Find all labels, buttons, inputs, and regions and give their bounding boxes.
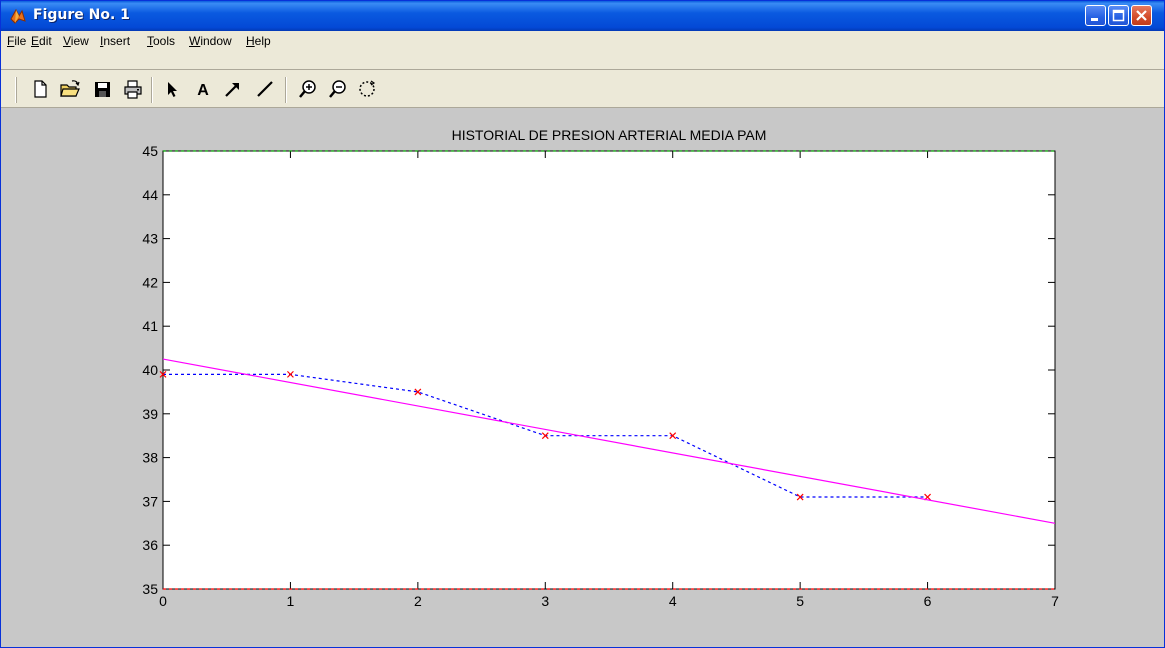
y-tick-label: 41	[142, 318, 158, 334]
y-tick-label: 45	[142, 143, 158, 159]
toolbar-divider	[1, 69, 1164, 70]
axes-background	[162, 150, 1056, 590]
data-point-marker	[159, 370, 167, 378]
close-icon	[1136, 10, 1147, 21]
data-point-marker	[414, 388, 422, 396]
close-button[interactable]	[1131, 5, 1152, 26]
zoom-out-icon[interactable]	[327, 78, 349, 100]
menu-insert[interactable]: Insert	[100, 34, 131, 48]
insert-line-icon[interactable]	[254, 78, 276, 100]
x-tick-label: 6	[924, 593, 932, 609]
y-tick-label: 37	[142, 493, 158, 509]
x-tick-label: 4	[669, 593, 677, 609]
zoom-in-icon[interactable]	[297, 78, 319, 100]
svg-text:A: A	[197, 82, 209, 99]
minimize-icon	[1091, 18, 1098, 21]
x-tick-label: 0	[159, 593, 167, 609]
menu-help[interactable]: Help	[246, 34, 271, 48]
title-bar[interactable]: Figure No. 1	[1, 1, 1164, 31]
window-title: Figure No. 1	[33, 7, 130, 23]
matlab-logo-icon	[10, 8, 26, 24]
x-tick-label: 7	[1051, 593, 1059, 609]
y-tick-label: 38	[142, 450, 158, 466]
toolbar-grip[interactable]	[15, 77, 17, 103]
x-tick-label: 5	[796, 593, 804, 609]
toolbar-separator	[285, 77, 287, 103]
menu-bar: File Edit View Insert Tools Window Help	[1, 31, 1164, 51]
menu-file[interactable]: File	[7, 34, 27, 48]
y-tick-label: 35	[142, 581, 158, 597]
data-point-marker	[796, 493, 804, 501]
x-tick-label: 3	[541, 593, 549, 609]
menu-tools[interactable]: Tools	[147, 34, 176, 48]
save-icon[interactable]	[91, 78, 113, 100]
maximize-icon	[1112, 9, 1125, 22]
y-tick-label: 42	[142, 274, 158, 290]
insert-text-icon[interactable]: A	[192, 78, 214, 100]
y-tick-label: 39	[142, 406, 158, 422]
y-tick-label: 44	[142, 187, 158, 203]
maximize-button[interactable]	[1108, 5, 1129, 26]
x-tick-label: 1	[287, 593, 295, 609]
y-tick-label: 36	[142, 537, 158, 553]
x-tick-label: 2	[414, 593, 422, 609]
minimize-button[interactable]	[1085, 5, 1106, 26]
menu-edit[interactable]: Edit	[31, 34, 52, 48]
data-point-marker	[541, 432, 549, 440]
y-tick-label: 43	[142, 231, 158, 247]
menu-view[interactable]: View	[63, 34, 89, 48]
insert-arrow-icon[interactable]	[222, 78, 244, 100]
menu-window[interactable]: Window	[189, 34, 232, 48]
data-point-marker	[669, 432, 677, 440]
rotate-3d-icon[interactable]	[356, 78, 378, 100]
toolbar-separator	[151, 77, 153, 103]
chart-title: HISTORIAL DE PRESION ARTERIAL MEDIA PAM	[452, 127, 767, 143]
open-file-icon[interactable]	[59, 78, 81, 100]
figure-canvas: HISTORIAL DE PRESION ARTERIAL MEDIA PAM …	[1, 107, 1164, 648]
series-line-1	[162, 358, 1056, 524]
plot-axes[interactable]: HISTORIAL DE PRESION ARTERIAL MEDIA PAM …	[1, 108, 1164, 648]
data-point-marker	[287, 370, 294, 378]
y-tick-label: 40	[142, 362, 158, 378]
new-figure-icon[interactable]	[29, 78, 51, 100]
edit-plot-arrow-icon[interactable]	[161, 78, 183, 100]
print-icon[interactable]	[122, 78, 144, 100]
